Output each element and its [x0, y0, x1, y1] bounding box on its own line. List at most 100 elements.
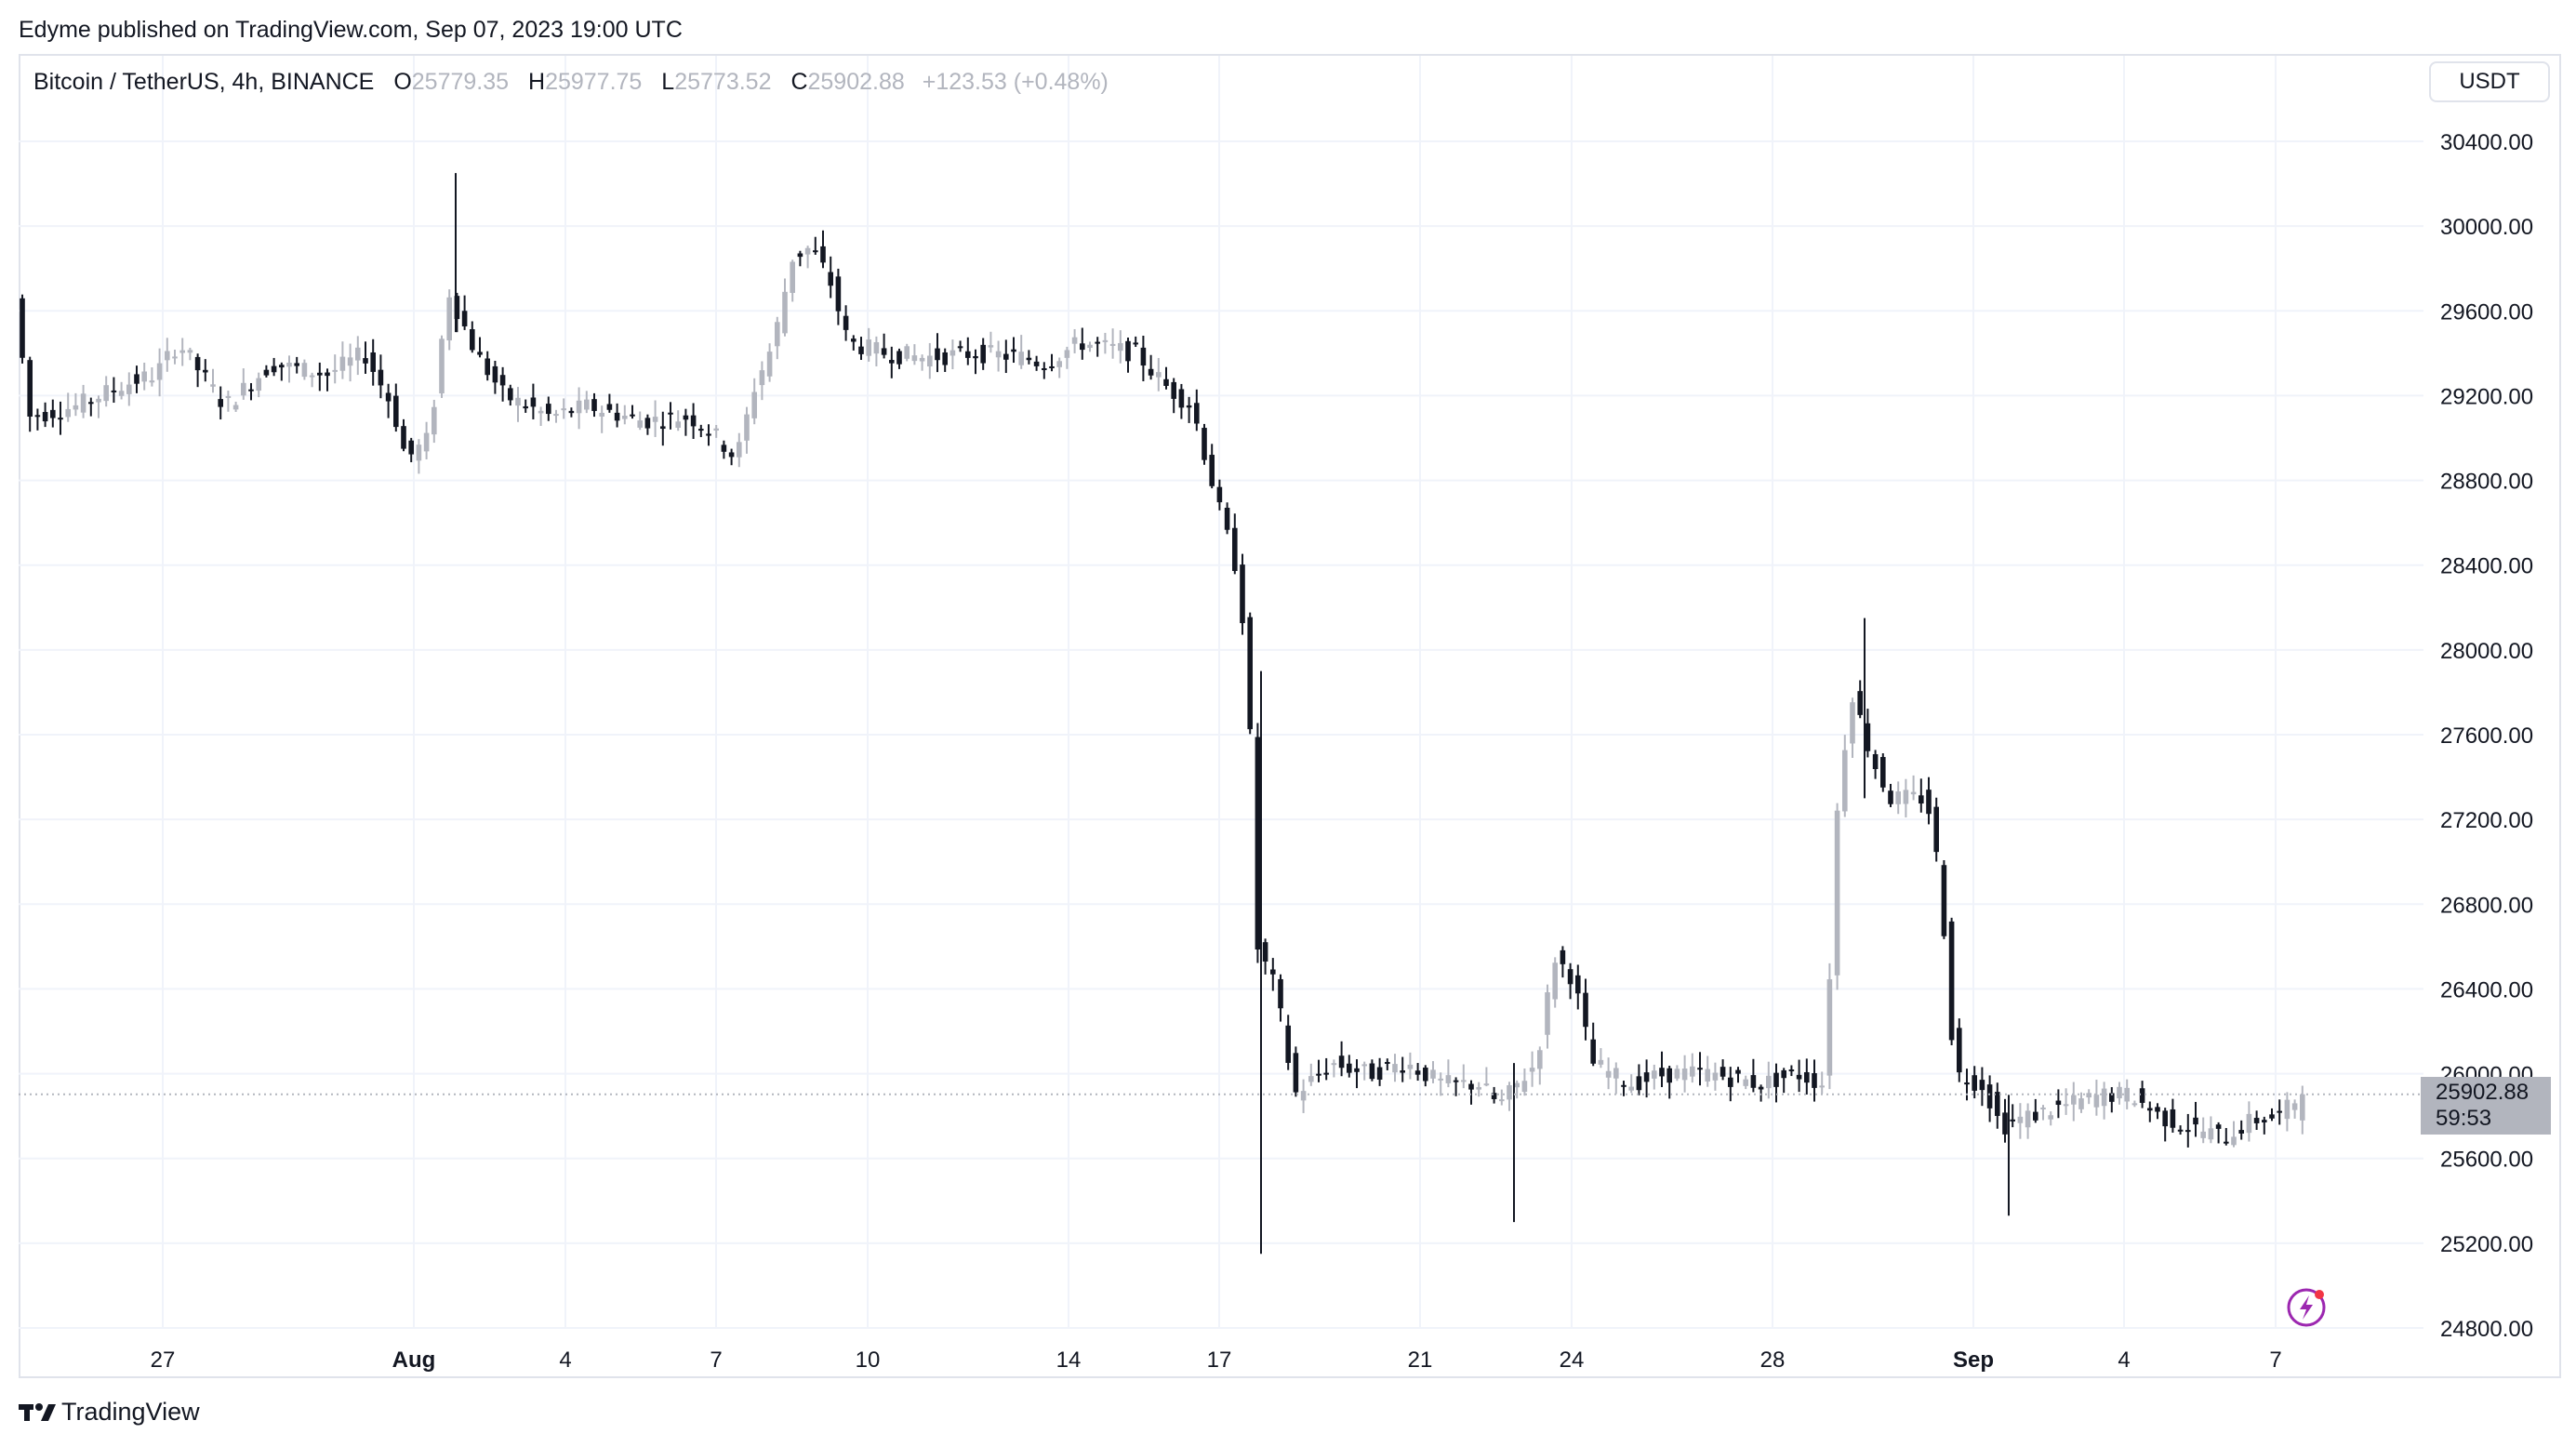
candle-body	[851, 339, 856, 342]
candle	[1926, 777, 1932, 825]
candle-body	[2262, 1120, 2267, 1122]
candle-body	[1728, 1077, 1733, 1087]
candle	[561, 398, 566, 419]
candle-body	[301, 363, 308, 378]
candle-body	[1652, 1070, 1657, 1079]
candle-body	[2277, 1110, 2282, 1113]
close-value: 25902.88	[807, 69, 905, 95]
candle-body	[286, 362, 292, 367]
x-tick-label: 28	[1760, 1347, 1786, 1373]
candle	[416, 439, 422, 474]
candle-body	[797, 253, 803, 258]
x-tick-label: 21	[1408, 1347, 1433, 1373]
candle	[2238, 1120, 2244, 1140]
candle	[599, 405, 604, 433]
candle	[1026, 350, 1032, 365]
lightning-icon[interactable]	[2286, 1285, 2329, 1328]
candle-body	[652, 417, 658, 422]
candle-body	[1842, 750, 1848, 812]
candle-body	[2071, 1095, 2077, 1105]
candle	[1537, 1046, 1543, 1085]
candle-body	[1385, 1061, 1390, 1064]
candle	[1095, 337, 1100, 357]
candle-body	[1369, 1063, 1375, 1080]
candle-body	[2139, 1088, 2145, 1103]
candle	[644, 414, 651, 435]
candle	[668, 402, 673, 430]
candle-body	[332, 369, 338, 372]
candle	[1521, 1068, 1528, 1096]
candle	[935, 333, 940, 373]
candle	[225, 391, 232, 412]
candle-body	[73, 405, 79, 410]
candle	[1483, 1067, 1490, 1087]
candle-body	[1209, 455, 1215, 486]
candle-body	[187, 350, 193, 353]
candle-body	[2078, 1098, 2084, 1109]
candle	[2147, 1101, 2153, 1122]
candle-body	[1262, 942, 1268, 962]
candle	[1178, 383, 1185, 419]
candle	[1262, 938, 1268, 975]
candle	[957, 340, 963, 352]
candle-body	[1049, 365, 1055, 368]
candle	[1125, 337, 1131, 373]
candle	[218, 386, 223, 420]
currency-selector[interactable]: USDT	[2429, 61, 2550, 102]
candle	[1743, 1075, 1748, 1090]
candle	[652, 400, 658, 437]
x-tick-label: 7	[2269, 1347, 2281, 1373]
candle-body	[973, 355, 978, 359]
candle	[1842, 735, 1848, 817]
candle	[1056, 357, 1062, 378]
candle-body	[1712, 1072, 1719, 1081]
candle	[1194, 389, 1200, 431]
candle-body	[339, 356, 346, 371]
candle	[446, 289, 452, 351]
candle-body	[576, 400, 582, 414]
open-value: 25779.35	[411, 69, 510, 95]
candle-body	[2170, 1108, 2176, 1128]
candle-body	[2002, 1112, 2008, 1135]
candle-body	[1697, 1068, 1703, 1070]
candle	[1240, 553, 1245, 635]
candle-body	[889, 360, 895, 364]
candle	[1652, 1064, 1657, 1090]
candle-body	[1826, 979, 1833, 1076]
candle-body	[1872, 754, 1879, 770]
candle-body	[1995, 1092, 2000, 1117]
candle-body	[241, 382, 246, 396]
candle	[1148, 354, 1154, 380]
candle	[1804, 1058, 1810, 1095]
candle-body	[96, 398, 101, 403]
x-tick-label: 4	[559, 1347, 571, 1373]
candle-body	[949, 350, 956, 356]
candle	[2040, 1105, 2046, 1121]
candle-body	[1491, 1093, 1497, 1099]
candle	[1575, 964, 1581, 1010]
candle	[1171, 378, 1176, 414]
candle	[2025, 1103, 2031, 1139]
candle-body	[50, 409, 56, 418]
candle-body	[1171, 381, 1176, 399]
candle	[2124, 1079, 2130, 1109]
candle	[1659, 1051, 1665, 1087]
candle	[995, 340, 1002, 372]
candle-body	[194, 356, 201, 371]
y-tick-label: 25200.00	[2440, 1232, 2533, 1257]
candle-body	[111, 390, 117, 392]
candle-body	[1979, 1080, 1985, 1091]
candle-body	[995, 351, 1002, 358]
candle	[1560, 946, 1566, 978]
candle	[1941, 860, 1947, 939]
candle	[744, 406, 750, 454]
candle	[401, 418, 406, 452]
tradingview-brand[interactable]: TradingView	[19, 1398, 200, 1427]
candle-body	[2048, 1115, 2053, 1120]
candle	[1347, 1055, 1352, 1078]
candle-body	[1308, 1076, 1314, 1082]
candle-body	[218, 399, 223, 407]
candle-body	[141, 371, 147, 382]
candle-body	[232, 405, 239, 410]
